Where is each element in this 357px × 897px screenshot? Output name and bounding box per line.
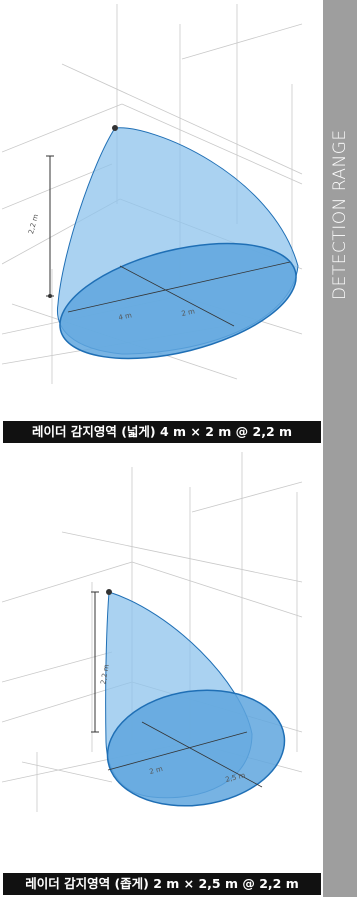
caption-narrow: 레이더 감지영역 (좁게) 2 m × 2,5 m @ 2,2 m — [3, 873, 321, 895]
dimension-lines — [46, 125, 291, 327]
detection-diagram-wide: 2,2 m 4 m 2 m — [2, 4, 303, 384]
width-label: 4 m — [118, 311, 133, 322]
detection-diagram-narrow: 2,2 m 2 m 2,5 m — [2, 452, 303, 812]
sidebar: DETECTION RANGE — [323, 0, 357, 897]
sidebar-title: DETECTION RANGE — [330, 129, 350, 300]
detection-base — [59, 242, 297, 360]
depth-label: 2 m — [181, 307, 196, 318]
dimension-lines — [91, 589, 263, 788]
height-label: 2,2 m — [99, 664, 110, 685]
caption-wide: 레이더 감지영역 (넓게) 4 m × 2 m @ 2,2 m — [3, 421, 321, 443]
detection-base — [106, 689, 286, 807]
width-label: 2 m — [149, 765, 164, 776]
height-label: 2,2 m — [27, 213, 40, 235]
